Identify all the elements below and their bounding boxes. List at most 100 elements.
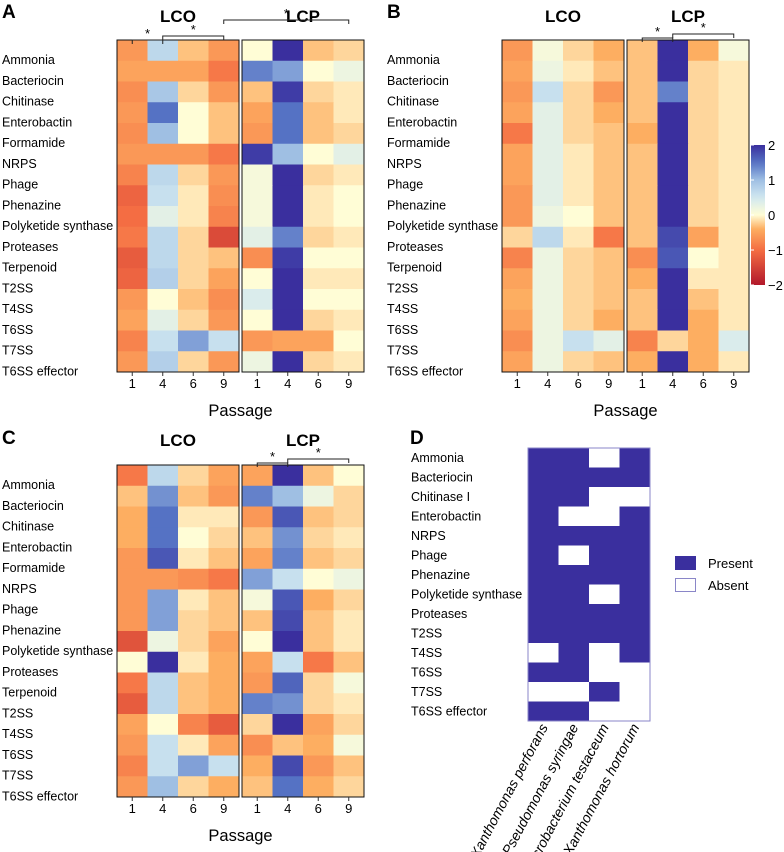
heatmap-cell	[178, 506, 209, 528]
heatmap-cell	[178, 693, 209, 715]
heatmap-cell	[688, 226, 719, 248]
heatmap-cell	[688, 351, 719, 373]
tick-1: 1	[639, 376, 646, 391]
heatmap-cell	[532, 123, 564, 145]
cell-present	[558, 604, 590, 624]
row-label: Enterobactin	[411, 509, 481, 523]
heatmap-cell	[272, 527, 304, 549]
heatmap-cell	[208, 776, 240, 798]
heatmap-cell	[117, 81, 148, 103]
heatmap-cell	[272, 631, 304, 653]
heatmap-cell	[208, 631, 240, 653]
heatmap-cell	[563, 81, 594, 103]
cell-present	[558, 584, 590, 605]
heatmap-lcp: LCP 1 4 6 9	[241, 7, 365, 391]
heatmap-cell	[117, 506, 148, 528]
heatmap-cell	[117, 60, 148, 82]
cell-present	[619, 506, 651, 527]
heatmap-cell	[178, 247, 209, 269]
heatmap-cell	[208, 309, 240, 331]
heatmap-cell	[593, 185, 625, 207]
row-label: Enterobactin	[387, 115, 457, 129]
cell-present	[619, 448, 651, 468]
heatmap-cell	[593, 164, 625, 186]
heatmap-cell	[718, 206, 750, 228]
heatmap-cell	[333, 309, 365, 331]
panel-letter: C	[2, 428, 16, 449]
heatmap-cell	[242, 485, 273, 507]
heatmap-cell	[208, 164, 240, 186]
heatmap-cell	[178, 123, 209, 145]
heatmap-cell	[627, 143, 658, 165]
heatmap-cell	[502, 185, 533, 207]
heatmap-cell	[303, 734, 334, 756]
heatmap-cell	[242, 143, 273, 165]
heatmap-cell	[593, 226, 625, 248]
heatmap-cell	[718, 226, 750, 248]
heatmap-cell	[688, 185, 719, 207]
row-label: NRPS	[2, 157, 37, 171]
heatmap-cell	[333, 527, 365, 549]
bracket-line	[641, 37, 674, 42]
cell-present	[528, 487, 559, 507]
heatmap-cell	[147, 714, 179, 736]
heatmap-cell	[147, 351, 179, 373]
heatmap-cell	[593, 289, 625, 311]
heatmap-cell	[303, 309, 334, 331]
heatmap-cell	[303, 506, 334, 528]
heatmap-cell	[242, 185, 273, 207]
heatmap-cell	[147, 755, 179, 777]
heatmap-cell	[117, 465, 148, 487]
heatmap-cell	[333, 81, 365, 103]
heatmap-cell	[208, 123, 240, 145]
heatmap-cell	[333, 289, 365, 311]
heatmap-cell	[718, 102, 750, 124]
heatmap-cell	[178, 60, 209, 82]
heatmap-cell	[117, 102, 148, 124]
tick-9: 9	[220, 376, 227, 391]
heatmap-cell	[593, 309, 625, 331]
cell-absent	[558, 682, 590, 702]
heatmap-cell	[627, 164, 658, 186]
tick-6: 6	[315, 801, 322, 816]
group-label: LCP	[286, 431, 320, 450]
heatmap-cell	[272, 651, 304, 673]
heatmap-lcp: LCP 1 4 6 9	[241, 431, 365, 816]
heatmap-cell	[563, 351, 594, 373]
heatmap-cell	[563, 40, 594, 62]
tick-1: 1	[129, 801, 136, 816]
heatmap-cell	[563, 102, 594, 124]
heatmap-cell	[688, 247, 719, 269]
heatmap-cell	[272, 589, 304, 611]
tick-6: 6	[575, 376, 582, 391]
row-label: Bacteriocin	[2, 74, 64, 88]
row-label: Polyketide synthase	[2, 644, 113, 658]
heatmap-cell	[627, 60, 658, 82]
heatmap-cell	[563, 185, 594, 207]
tick-9: 9	[345, 801, 352, 816]
row-label: T2SS	[387, 281, 418, 295]
heatmap-border	[527, 447, 651, 722]
cell-present	[558, 565, 590, 585]
heatmap-cell	[208, 589, 240, 611]
heatmap-cell	[272, 351, 304, 373]
heatmap-cell	[178, 40, 209, 62]
heatmap-cell	[272, 776, 304, 798]
row-label: T4SS	[2, 302, 33, 316]
heatmap-cell	[117, 548, 148, 570]
heatmap-cell	[208, 60, 240, 82]
heatmap-cell	[147, 506, 179, 528]
heatmap-lco: LCO 1 4 6 9	[501, 7, 625, 391]
heatmap-cell	[657, 40, 689, 62]
row-label: Polyketide synthase	[387, 219, 498, 233]
tick-1: 1	[254, 376, 261, 391]
heatmap-cell	[303, 81, 334, 103]
heatmap-cell	[178, 610, 209, 632]
row-label: Terpenoid	[387, 261, 442, 275]
heatmap-cell	[303, 672, 334, 694]
heatmap-cell	[242, 548, 273, 570]
heatmap-cell	[532, 185, 564, 207]
cell-present	[589, 545, 620, 566]
heatmap-cell	[563, 226, 594, 248]
tick-1: 1	[254, 801, 261, 816]
